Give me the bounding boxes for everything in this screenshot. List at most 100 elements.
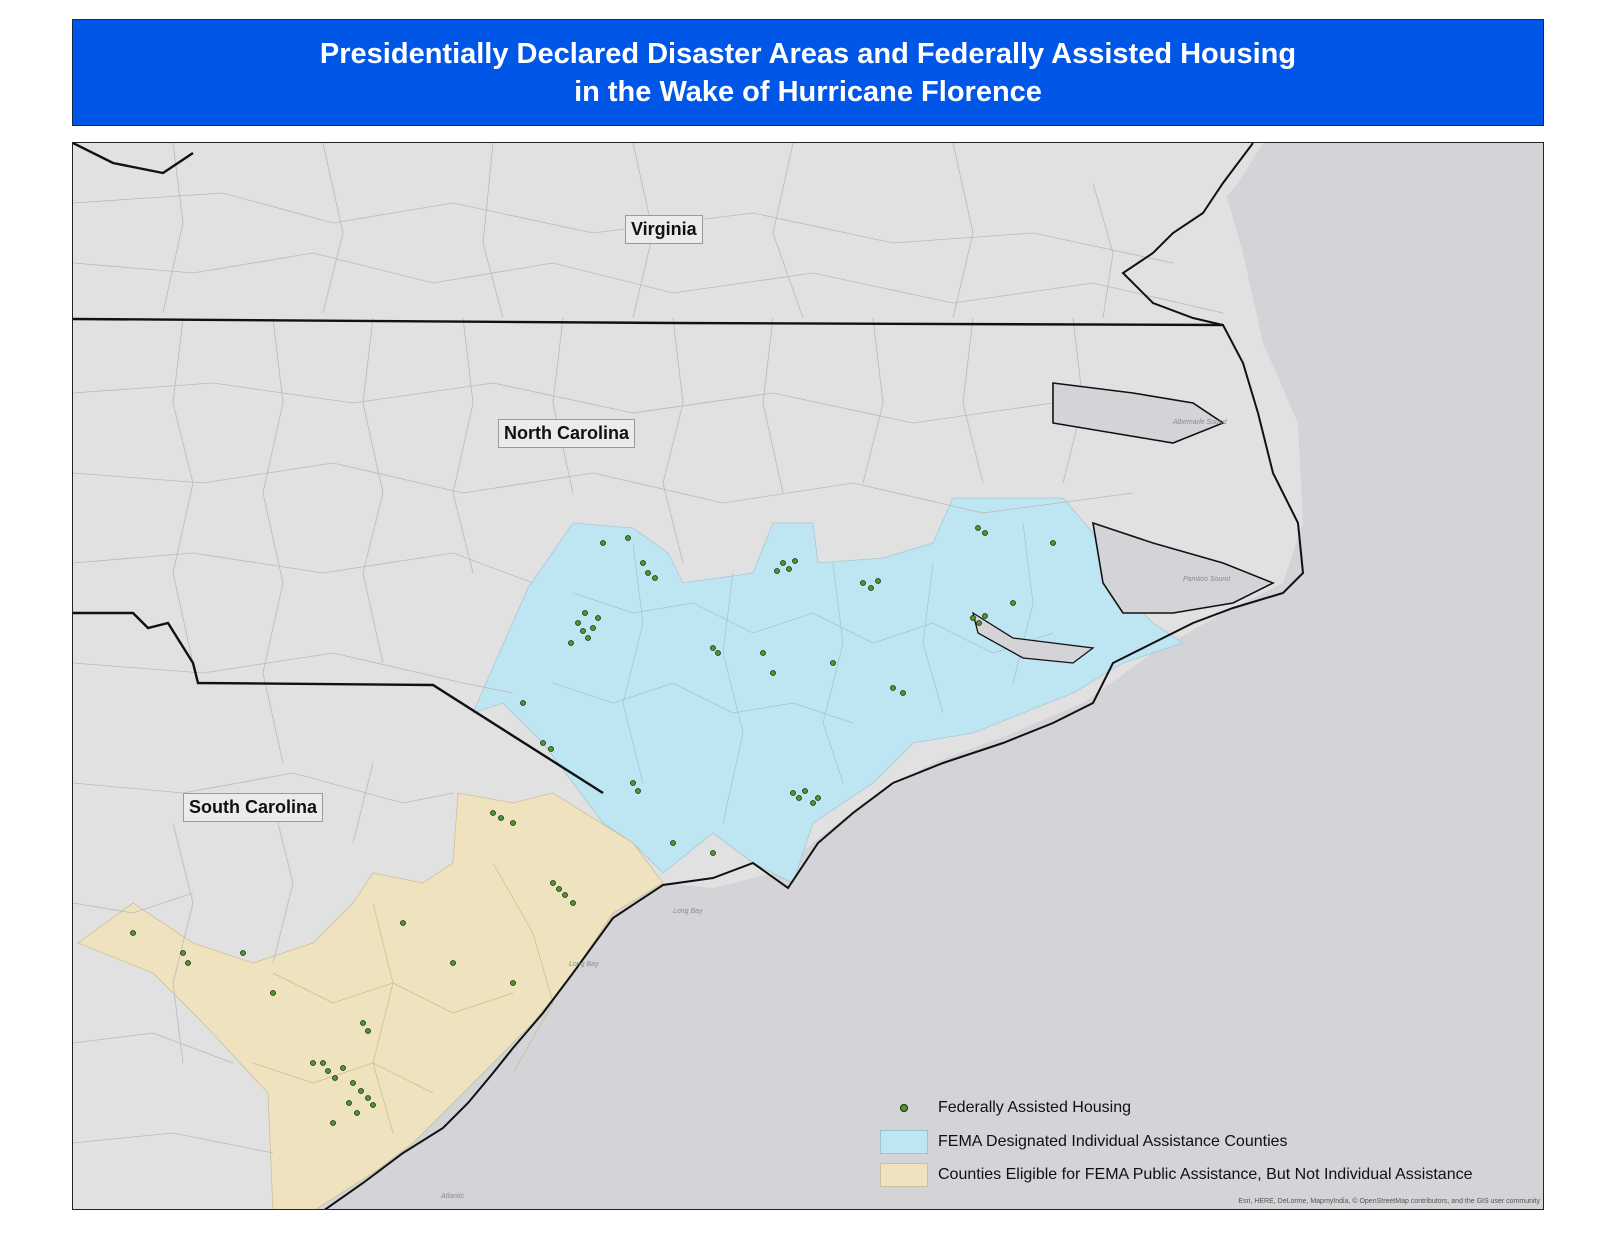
housing-dot (498, 815, 504, 821)
housing-dot (582, 610, 588, 616)
legend-label-individual: FEMA Designated Individual Assistance Co… (938, 1133, 1288, 1150)
legend-swatch-individual (880, 1130, 928, 1154)
housing-dot (340, 1065, 346, 1071)
housing-dot (802, 788, 808, 794)
housing-dot (400, 920, 406, 926)
housing-dot (510, 980, 516, 986)
housing-dot (780, 560, 786, 566)
housing-dot (600, 540, 606, 546)
housing-dot (710, 850, 716, 856)
county-lines (73, 143, 1224, 1154)
map-canvas (73, 143, 1305, 1209)
housing-dot (520, 700, 526, 706)
housing-dot (365, 1095, 371, 1101)
housing-dot (810, 800, 816, 806)
housing-dot (354, 1110, 360, 1116)
housing-dot (982, 530, 988, 536)
housing-dot (346, 1100, 352, 1106)
legend-swatch-public (880, 1163, 928, 1187)
state-borders (73, 143, 1224, 795)
housing-dot (185, 960, 191, 966)
housing-dot (550, 880, 556, 886)
housing-dot (568, 640, 574, 646)
housing-dot (350, 1080, 356, 1086)
housing-dot (332, 1075, 338, 1081)
housing-dot-icon (900, 1104, 908, 1112)
housing-dot (760, 650, 766, 656)
water-label-pamlico-sound: Pamlico Sound (1183, 576, 1231, 583)
legend-item-housing: Federally Assisted Housing (880, 1095, 1131, 1121)
housing-dot (325, 1068, 331, 1074)
housing-dot (556, 886, 562, 892)
housing-dot (715, 650, 721, 656)
housing-dot (330, 1120, 336, 1126)
state-label-south-carolina: South Carolina (183, 793, 324, 822)
housing-dot (860, 580, 866, 586)
housing-dot (796, 795, 802, 801)
housing-dot (652, 575, 658, 581)
housing-dot (790, 790, 796, 796)
housing-dot (770, 670, 776, 676)
housing-dot (900, 690, 906, 696)
housing-dot (595, 615, 601, 621)
housing-dot (570, 900, 576, 906)
housing-dot (510, 820, 516, 826)
housing-dot (358, 1088, 364, 1094)
water-label-long-bay-2: Long Bay (569, 961, 599, 968)
housing-dot (585, 635, 591, 641)
public-assistance-area (77, 792, 664, 1209)
housing-dot (868, 585, 874, 591)
public-county-lines (252, 862, 554, 1134)
housing-dot (792, 558, 798, 564)
housing-dot (548, 746, 554, 752)
water-label-long-bay-1: Long Bay (673, 908, 703, 915)
housing-dot (774, 568, 780, 574)
housing-dot (875, 578, 881, 584)
map-title-line2: in the Wake of Hurricane Florence (574, 75, 1042, 108)
state-label-north-carolina: North Carolina (498, 419, 636, 448)
housing-dot (625, 535, 631, 541)
housing-dot (360, 1020, 366, 1026)
assistance-county-lines (552, 522, 1054, 824)
pamlico-sound (1091, 521, 1275, 614)
legend-dot-symbol (880, 1096, 928, 1120)
housing-dot (562, 892, 568, 898)
housing-dot (580, 628, 586, 634)
housing-dot (1010, 600, 1016, 606)
housing-dot (815, 795, 821, 801)
map-credits: Esri, HERE, DeLorme, MapmyIndia, © OpenS… (1238, 1198, 1540, 1205)
state-label-virginia: Virginia (625, 215, 703, 244)
housing-dot (320, 1060, 326, 1066)
housing-dot (240, 950, 246, 956)
albemarle-sound (1052, 382, 1225, 444)
water-label-atlantic: Atlantic (441, 1193, 464, 1200)
housing-dot (310, 1060, 316, 1066)
housing-dot (830, 660, 836, 666)
housing-dot (270, 990, 276, 996)
housing-dot (640, 560, 646, 566)
housing-dot (670, 840, 676, 846)
housing-dot (590, 625, 596, 631)
legend-item-public: Counties Eligible for FEMA Public Assist… (880, 1162, 1472, 1188)
housing-dot (890, 685, 896, 691)
housing-dot (710, 645, 716, 651)
housing-dot (645, 570, 651, 576)
map-frame[interactable]: Long Bay Long Bay Atlantic Pamlico Sound… (72, 142, 1544, 1210)
housing-dot (786, 566, 792, 572)
legend-item-individual: FEMA Designated Individual Assistance Co… (880, 1129, 1288, 1155)
neuse-river (971, 611, 1095, 664)
map-title: Presidentially Declared Disaster Areas a… (72, 19, 1544, 126)
housing-dot (976, 620, 982, 626)
water-label-albemarle-sound: Albemarle Sound (1173, 419, 1227, 426)
housing-dot (630, 780, 636, 786)
housing-dot (975, 525, 981, 531)
housing-dot (450, 960, 456, 966)
housing-dots (130, 525, 1056, 1126)
housing-dot (575, 620, 581, 626)
legend-label-housing: Federally Assisted Housing (938, 1099, 1131, 1116)
housing-dot (1050, 540, 1056, 546)
housing-dot (180, 950, 186, 956)
legend-label-public: Counties Eligible for FEMA Public Assist… (938, 1166, 1473, 1183)
housing-dot (365, 1028, 371, 1034)
coastline (324, 143, 1305, 1209)
